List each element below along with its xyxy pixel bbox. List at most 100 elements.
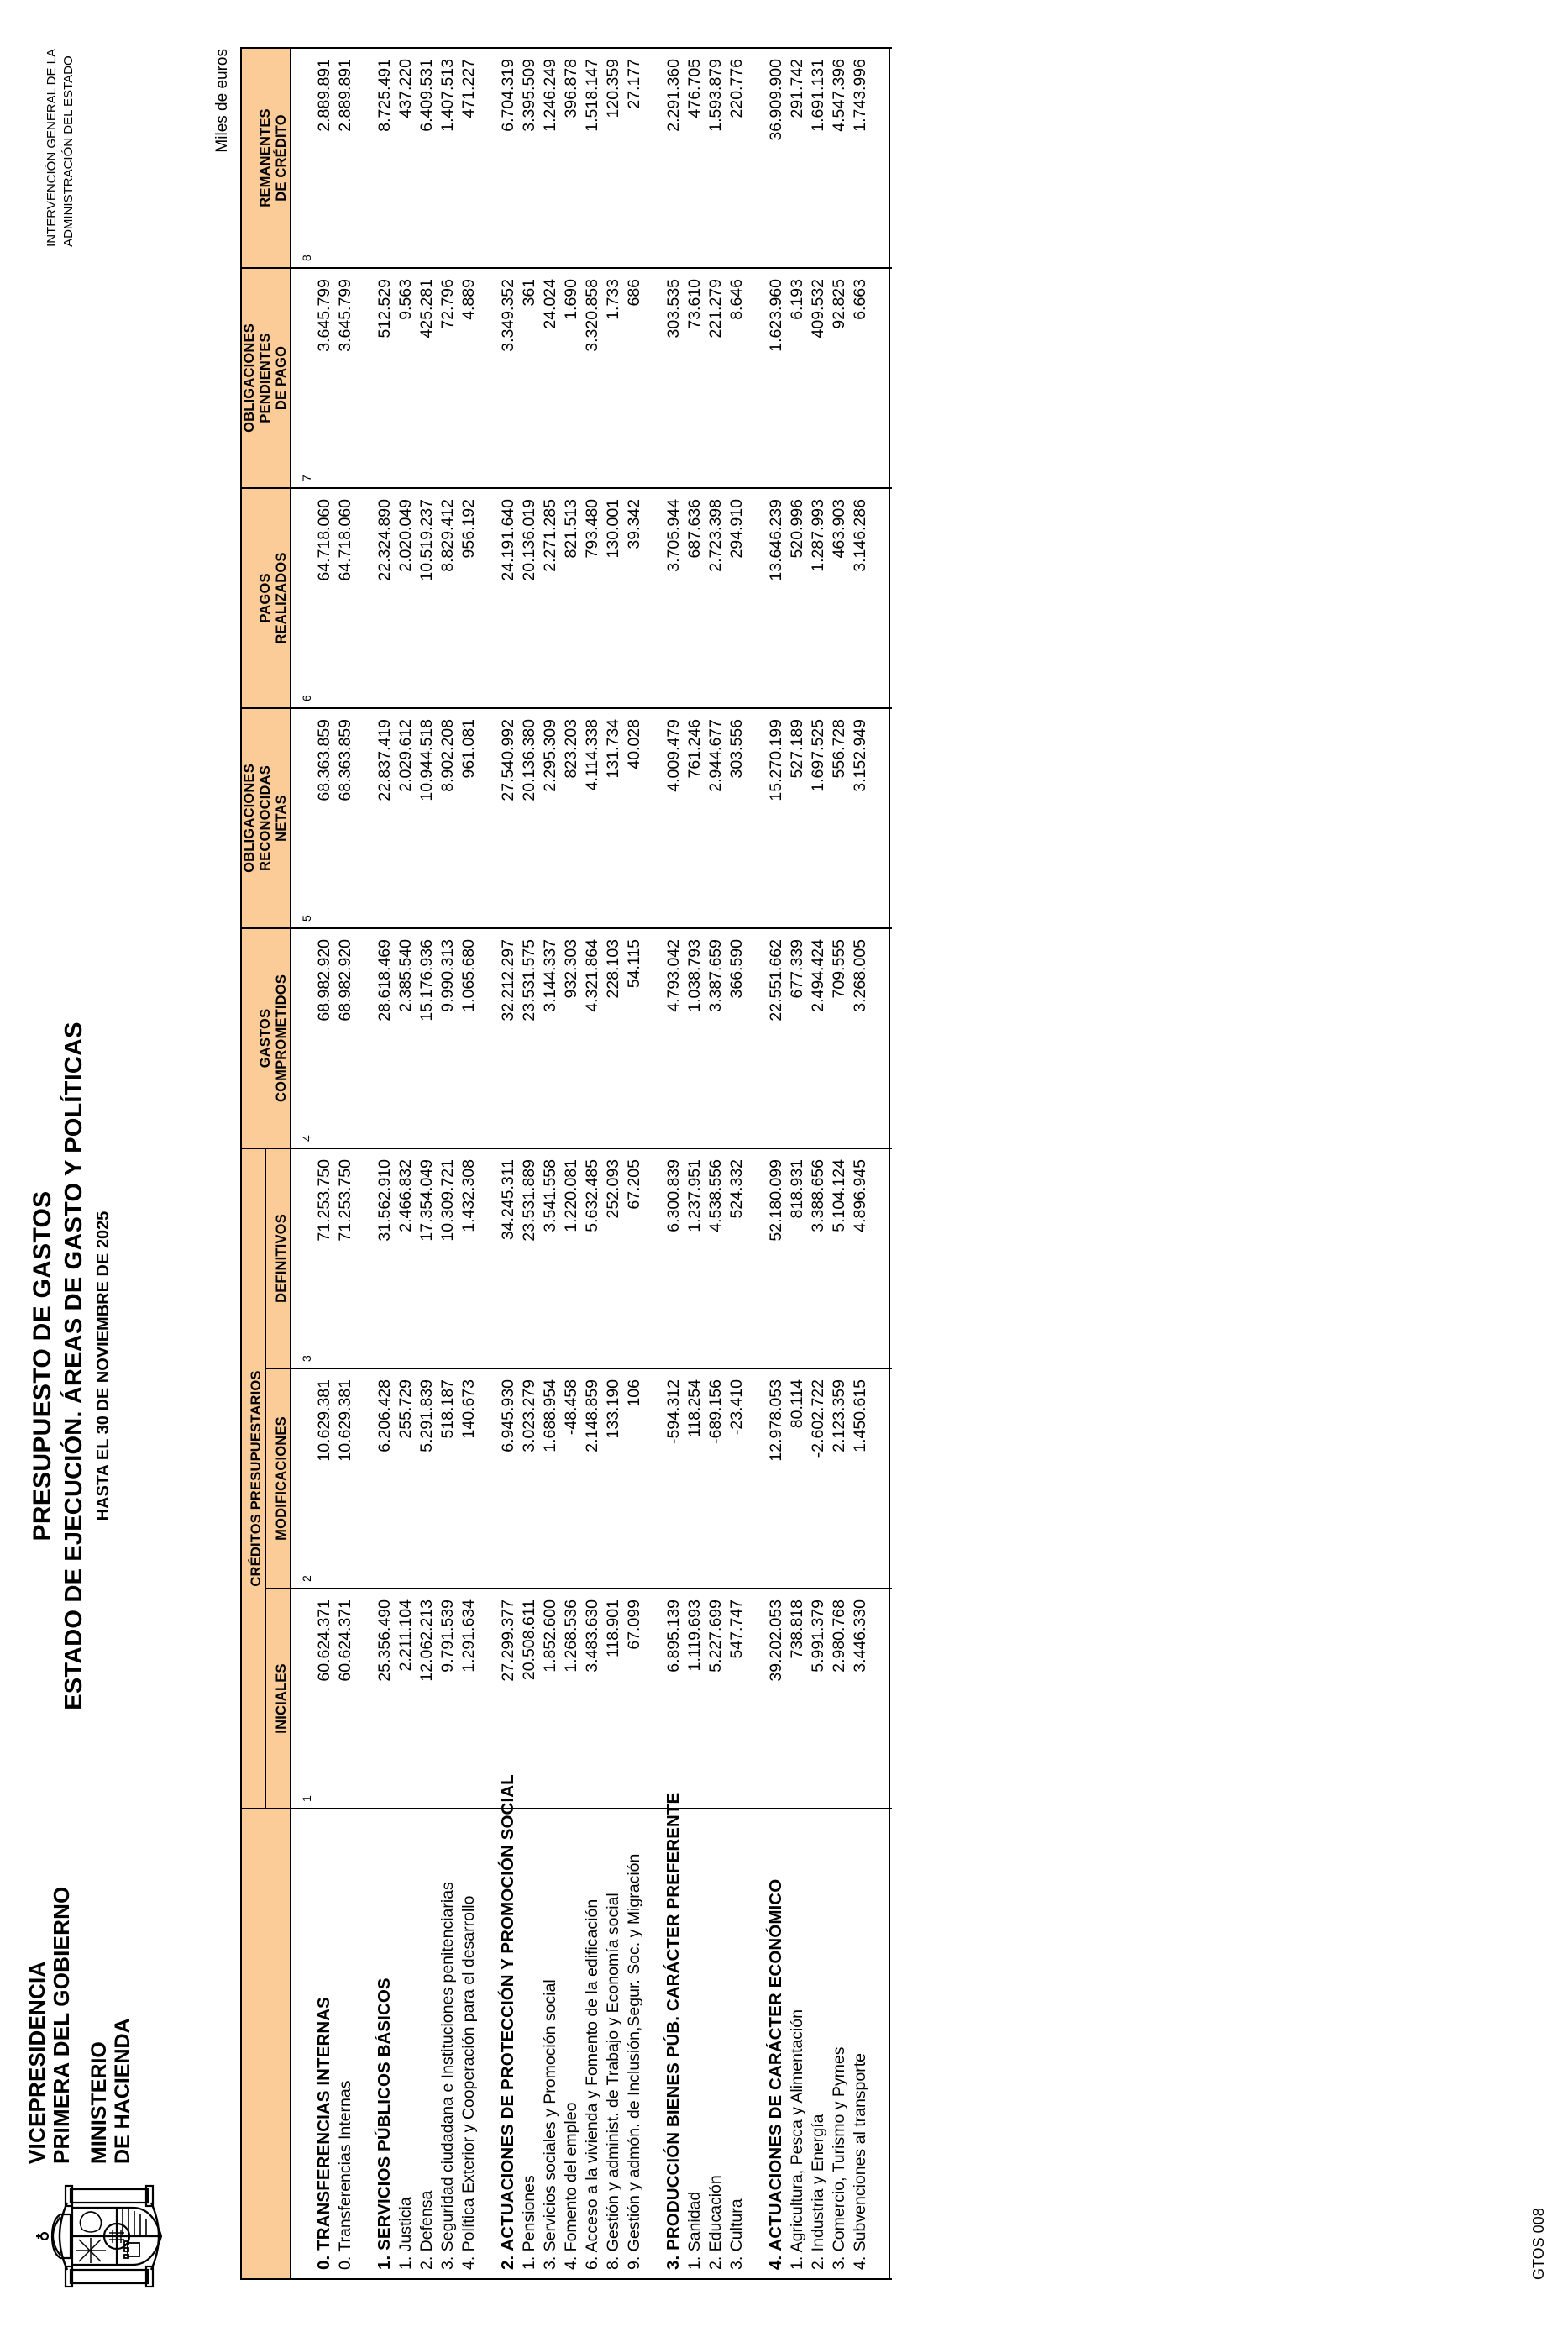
data-cell: 437.220 xyxy=(394,47,416,268)
row-label-group: 0. TRANSFERENCIAS INTERNAS xyxy=(312,1809,334,2279)
spacer-cell xyxy=(643,487,663,708)
data-cell: 1.852.600 xyxy=(538,1589,560,1809)
column-index-cell: 7 xyxy=(290,267,313,488)
spacer-cell xyxy=(478,1148,497,1368)
data-cell: 2.889.891 xyxy=(312,47,334,268)
data-cell: 520.996 xyxy=(785,487,807,708)
th-obl-rec-l1: OBLIGACIONES xyxy=(242,764,257,873)
row-label-item: 1. Sanidad xyxy=(683,1809,705,2279)
data-cell: 10.629.381 xyxy=(312,1368,334,1589)
data-cell: 4.538.556 xyxy=(704,1148,726,1368)
data-cell: 4.321.864 xyxy=(580,927,602,1148)
th-gastos-comprometidos-l2: COMPROMETIDOS xyxy=(273,974,289,1102)
spacer-cell xyxy=(643,927,663,1148)
row-label-item: 3. Comercio, Turismo y Pymes xyxy=(827,1809,849,2279)
data-cell: 27.177 xyxy=(622,47,644,268)
spacer-cell xyxy=(869,1589,889,1809)
data-cell: 303.556 xyxy=(725,707,747,928)
report-title-period: HASTA EL 30 DE NOVIEMBRE DE 2025 xyxy=(94,1211,113,1521)
th-concept xyxy=(241,1809,291,2279)
column-index-cell: 2 xyxy=(290,1368,313,1589)
spacer-cell xyxy=(869,47,889,268)
row-label-item: 3. Seguridad ciudadana e Instituciones p… xyxy=(436,1809,458,2279)
data-cell: 425.281 xyxy=(415,267,437,488)
table-row: 3. Seguridad ciudadana e Instituciones p… xyxy=(436,47,458,2279)
data-cell: 24.191.640 xyxy=(496,487,518,708)
table-bottom-border xyxy=(889,47,892,2279)
bottom-border-cell xyxy=(889,1368,892,1589)
table-row: 2. ACTUACIONES DE PROTECCIÓN Y PROMOCIÓN… xyxy=(496,47,518,2279)
data-cell: 1.623.960 xyxy=(764,267,786,488)
data-cell: 4.889 xyxy=(457,267,479,488)
data-cell: 527.189 xyxy=(785,707,807,928)
data-cell: 1.246.249 xyxy=(538,47,560,268)
data-cell: 9.791.539 xyxy=(436,1589,458,1809)
data-cell: 221.279 xyxy=(704,267,726,488)
data-cell: 68.363.859 xyxy=(312,707,334,928)
bottom-border-cell xyxy=(889,927,892,1148)
spacer-cell xyxy=(746,47,765,268)
data-cell: -594.312 xyxy=(662,1368,684,1589)
row-label-item: 3. Servicios sociales y Promoción social xyxy=(538,1809,560,2279)
table-row: 4. ACTUACIONES DE CARÁCTER ECONÓMICO 39.2… xyxy=(764,47,786,2279)
igae-block: INTERVENCIÓN GENERAL DE LA ADMINISTRACIÓ… xyxy=(44,49,78,247)
table-row: 3. Servicios sociales y Promoción social… xyxy=(538,47,560,2279)
data-cell: 6.663 xyxy=(848,267,870,488)
data-cell: 67.099 xyxy=(622,1589,644,1809)
th-pagos-realizados: PAGOS REALIZADOS xyxy=(241,487,291,708)
th-pagos-l2: REALIZADOS xyxy=(273,552,289,644)
data-cell: 31.562.910 xyxy=(373,1148,395,1368)
data-cell: 1.688.954 xyxy=(538,1368,560,1589)
table-row: 3. PRODUCCIÓN BIENES PÚB. CARÁCTER PREFE… xyxy=(662,47,684,2279)
data-cell: 6.895.139 xyxy=(662,1589,684,1809)
th-remanentes-l2: DE CRÉDITO xyxy=(273,114,289,202)
data-cell: 64.718.060 xyxy=(333,487,355,708)
data-cell: 10.519.237 xyxy=(415,487,437,708)
data-cell: 4.009.479 xyxy=(662,707,684,928)
spacer-cell xyxy=(478,927,497,1148)
data-cell: 13.646.239 xyxy=(764,487,786,708)
th-obl-pend-l3: DE PAGO xyxy=(273,345,289,411)
row-label-item: 4. Subvenciones al transporte xyxy=(848,1809,870,2279)
row-label-item: 1. Pensiones xyxy=(517,1809,539,2279)
data-cell: 687.636 xyxy=(683,487,705,708)
data-cell: 2.020.049 xyxy=(394,487,416,708)
data-cell: 3.446.330 xyxy=(848,1589,870,1809)
data-cell: 92.825 xyxy=(827,267,849,488)
table-row: 6. Acceso a la vivienda y Fomento de la … xyxy=(580,47,602,2279)
data-cell: 252.093 xyxy=(601,1148,623,1368)
data-cell: 6.300.839 xyxy=(662,1148,684,1368)
spacer-cell xyxy=(746,1368,765,1589)
data-cell: 3.146.286 xyxy=(848,487,870,708)
data-cell: 1.593.879 xyxy=(704,47,726,268)
spacer-cell xyxy=(643,1589,663,1809)
block-spacer xyxy=(354,47,374,2279)
data-cell: 5.227.699 xyxy=(704,1589,726,1809)
table-row: 3. Cultura 547.747 -23.410 524.332 366.590 30… xyxy=(725,47,747,2279)
page-header: VICEPRESIDENCIA PRIMERA DEL GOBIERNO MIN… xyxy=(0,0,252,2332)
data-cell: 2.291.360 xyxy=(662,47,684,268)
data-cell: 60.624.371 xyxy=(312,1589,334,1809)
data-cell: 463.903 xyxy=(827,487,849,708)
data-cell: 5.991.379 xyxy=(806,1589,828,1809)
data-cell: 2.271.285 xyxy=(538,487,560,708)
data-cell: 140.673 xyxy=(457,1368,479,1589)
data-cell: 821.513 xyxy=(559,487,581,708)
data-cell: 303.535 xyxy=(662,267,684,488)
data-cell: 54.115 xyxy=(622,927,644,1148)
data-cell: 9.990.313 xyxy=(436,927,458,1148)
organization-block: VICEPRESIDENCIA PRIMERA DEL GOBIERNO MIN… xyxy=(24,1886,134,2164)
org-vicepresidencia-line2: PRIMERA DEL GOBIERNO xyxy=(49,1886,75,2164)
data-cell: 10.944.518 xyxy=(415,707,437,928)
spacer-cell xyxy=(643,1148,663,1368)
units-label: Miles de euros xyxy=(213,49,231,153)
data-cell: 40.028 xyxy=(622,707,644,928)
data-cell: 1.038.793 xyxy=(683,927,705,1148)
data-cell: 131.734 xyxy=(601,707,623,928)
spacer-cell xyxy=(643,1809,663,2279)
data-cell: 15.176.936 xyxy=(415,927,437,1148)
bottom-border-cell xyxy=(889,1589,892,1809)
data-cell: 6.409.531 xyxy=(415,47,437,268)
spacer-cell xyxy=(869,487,889,708)
